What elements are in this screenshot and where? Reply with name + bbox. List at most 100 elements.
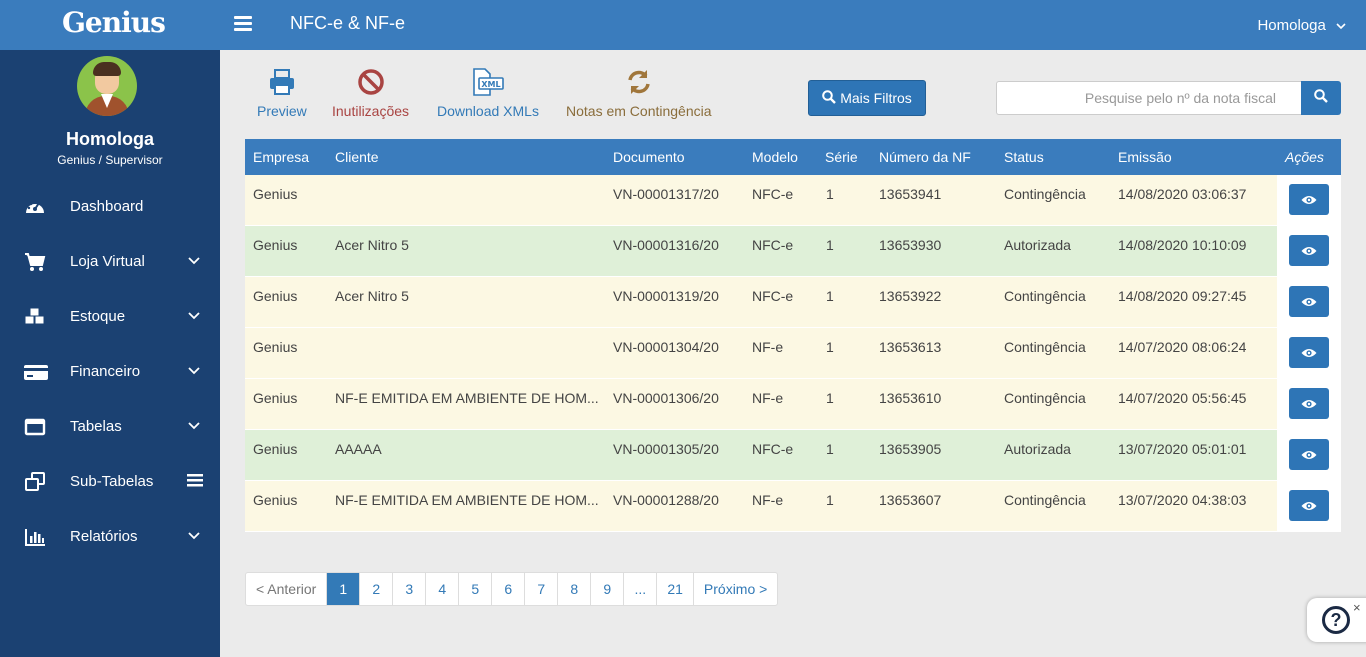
cell-modelo: NFC-e	[752, 237, 794, 253]
pagination-page[interactable]: 4	[426, 573, 460, 605]
sidebar-item-tabelas[interactable]: Tabelas	[0, 407, 220, 447]
pagination-page[interactable]: 6	[492, 573, 526, 605]
actions-cell	[1277, 175, 1341, 226]
col-serie[interactable]: Série	[825, 149, 858, 165]
inutilizacoes-button[interactable]: Inutilizações	[332, 68, 409, 119]
pagination-page[interactable]: 21	[657, 573, 694, 605]
view-button[interactable]	[1289, 439, 1329, 470]
table-row[interactable]: Genius Acer Nitro 5 VN-00001319/20 NFC-e 1 13…	[245, 277, 1341, 328]
help-widget[interactable]: ? ×	[1307, 598, 1366, 642]
col-modelo[interactable]: Modelo	[752, 149, 798, 165]
table-row[interactable]: Genius VN-00001304/20 NF-e 1 13653613 Conting…	[245, 328, 1341, 379]
cell-numero: 13653613	[879, 339, 942, 355]
sidebar-item-label: Estoque	[70, 308, 126, 325]
chevron-down-icon	[187, 528, 201, 542]
sidebar-item-relatorios[interactable]: Relatórios	[0, 517, 220, 557]
chevron-down-icon	[1336, 21, 1346, 33]
view-button[interactable]	[1289, 184, 1329, 215]
search-input[interactable]	[996, 81, 1302, 115]
col-status[interactable]: Status	[1004, 149, 1044, 165]
user-menu[interactable]: Homologa	[1257, 17, 1346, 34]
view-button[interactable]	[1289, 235, 1329, 266]
col-emissao[interactable]: Emissão	[1118, 149, 1172, 165]
view-button[interactable]	[1289, 490, 1329, 521]
pagination-page[interactable]: 8	[558, 573, 592, 605]
download-xmls-button[interactable]: XML Download XMLs	[437, 68, 539, 119]
hamburger-menu-icon[interactable]	[234, 16, 252, 32]
printer-icon	[257, 68, 307, 99]
col-cliente[interactable]: Cliente	[335, 149, 379, 165]
chevron-down-icon	[187, 253, 201, 267]
pagination-page[interactable]: 9	[591, 573, 625, 605]
pagination-next[interactable]: Próximo >	[703, 581, 768, 597]
table-row[interactable]: Genius AAAAA VN-00001305/20 NFC-e 1 13653905 A…	[245, 430, 1341, 481]
view-button[interactable]	[1289, 337, 1329, 368]
actions-cell	[1277, 328, 1341, 379]
table-row[interactable]: Genius VN-00001317/20 NFC-e 1 13653941 Contin…	[245, 175, 1341, 226]
col-documento[interactable]: Documento	[613, 149, 685, 165]
cell-numero: 13653930	[879, 237, 942, 253]
help-close-icon[interactable]: ×	[1353, 600, 1361, 615]
table-row[interactable]: Genius Acer Nitro 5 VN-00001316/20 NFC-e 1 13…	[245, 226, 1341, 277]
sidebar-item-estoque[interactable]: Estoque	[0, 297, 220, 337]
credit-card-icon	[24, 362, 48, 382]
sidebar-item-loja-virtual[interactable]: Loja Virtual	[0, 242, 220, 282]
cell-cliente: NF-E EMITIDA EM AMBIENTE DE HOM...	[335, 390, 599, 406]
pagination-page[interactable]: 1	[327, 573, 361, 605]
pagination-page[interactable]: 2	[360, 573, 394, 605]
window-icon	[24, 417, 46, 437]
view-button[interactable]	[1289, 286, 1329, 317]
sidebar-item-financeiro[interactable]: Financeiro	[0, 352, 220, 392]
ban-icon	[332, 68, 409, 99]
preview-button[interactable]: Preview	[257, 68, 307, 119]
search-button[interactable]	[1301, 81, 1341, 115]
page-title: NFC-e & NF-e	[290, 13, 406, 33]
pagination-ellipsis: ...	[624, 573, 658, 605]
cell-documento: VN-00001319/20	[613, 288, 719, 304]
cell-cliente: Acer Nitro 5	[335, 288, 409, 304]
cell-numero: 13653610	[879, 390, 942, 406]
table-header: Empresa Cliente Documento Modelo Série N…	[245, 139, 1341, 175]
eye-icon	[1301, 294, 1317, 310]
cell-empresa: Genius	[253, 492, 298, 508]
pagination-page[interactable]: 7	[525, 573, 559, 605]
cell-cliente: Acer Nitro 5	[335, 237, 409, 253]
sidebar-item-label: Tabelas	[70, 418, 122, 435]
cell-serie: 1	[826, 441, 834, 457]
table-row[interactable]: Genius NF-E EMITIDA EM AMBIENTE DE HOM...…	[245, 379, 1341, 430]
bar-chart-icon	[24, 527, 46, 547]
dashboard-icon	[24, 197, 46, 217]
help-question-icon[interactable]: ?	[1322, 606, 1350, 634]
chevron-down-icon	[187, 308, 201, 322]
cell-empresa: Genius	[253, 390, 298, 406]
cell-modelo: NF-e	[752, 339, 784, 355]
actions-cell	[1277, 430, 1341, 481]
pagination-prev[interactable]: < Anterior	[246, 573, 328, 605]
col-numero[interactable]: Número da NF	[879, 149, 971, 165]
preview-label: Preview	[257, 103, 307, 119]
table-row[interactable]: Genius NF-E EMITIDA EM AMBIENTE DE HOM...…	[245, 481, 1341, 532]
eye-icon	[1301, 192, 1317, 208]
notas-contingencia-button[interactable]: Notas em Contingência	[566, 68, 712, 119]
pagination-page[interactable]: 5	[459, 573, 493, 605]
nf-table: Empresa Cliente Documento Modelo Série N…	[245, 139, 1341, 532]
view-button[interactable]	[1289, 388, 1329, 419]
search-icon	[822, 89, 837, 107]
avatar[interactable]	[77, 56, 137, 116]
actions-cell	[1277, 379, 1341, 430]
sidebar-item-dashboard[interactable]: Dashboard	[0, 187, 220, 227]
cell-emissao: 14/08/2020 03:06:37	[1118, 186, 1247, 202]
cell-numero: 13653922	[879, 288, 942, 304]
cell-documento: VN-00001306/20	[613, 390, 719, 406]
cell-empresa: Genius	[253, 339, 298, 355]
cell-numero: 13653905	[879, 441, 942, 457]
cell-emissao: 14/08/2020 10:10:09	[1118, 237, 1247, 253]
mais-filtros-button[interactable]: Mais Filtros	[808, 80, 926, 116]
cell-status: Contingência	[1004, 492, 1086, 508]
pagination-page[interactable]: 3	[393, 573, 427, 605]
cell-emissao: 13/07/2020 05:01:01	[1118, 441, 1247, 457]
sidebar-item-sub-tabelas[interactable]: Sub-Tabelas	[0, 462, 220, 502]
cell-emissao: 13/07/2020 04:38:03	[1118, 492, 1247, 508]
col-empresa[interactable]: Empresa	[253, 149, 310, 165]
genius-logo[interactable]: Genius	[62, 6, 166, 39]
